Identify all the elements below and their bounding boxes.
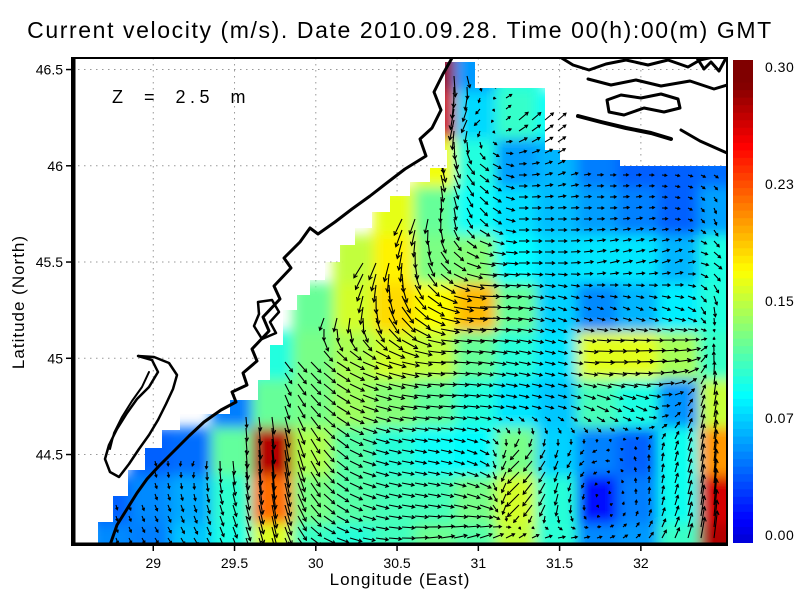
coastline [558, 58, 715, 72]
depth-annotation: Z = 2.5 m [112, 87, 250, 107]
coastline [586, 77, 727, 91]
heatmap-layer [98, 62, 727, 545]
x-tick-label: 30 [308, 555, 324, 571]
colorbar [733, 60, 753, 543]
y-tick-label: 46.5 [36, 62, 63, 78]
y-tick-label: 45.5 [36, 254, 63, 270]
coastline [695, 58, 727, 73]
coastline [109, 371, 150, 450]
x-tick-label: 30.5 [383, 555, 410, 571]
coastline [108, 58, 454, 545]
colorbar-tick-label: 0.00 [765, 527, 794, 543]
y-tick-label: 44.5 [36, 447, 63, 463]
colorbar-tick-labels: 0.30 0.23 0.15 0.07 0.00 [765, 59, 794, 543]
coastline [605, 92, 682, 117]
plot-title: Current velocity (m/s). Date 2010.09.28.… [27, 17, 773, 43]
colorbar-tick-label: 0.07 [765, 410, 794, 426]
y-axis-label: Latitude (North) [9, 235, 28, 369]
plot-border [71, 57, 728, 546]
colorbar-tick-label: 0.15 [765, 293, 794, 309]
coastline [679, 128, 727, 155]
coastline [103, 354, 179, 479]
x-axis: 29 29.5 30 30.5 31 31.5 32 [145, 545, 649, 571]
x-tick-label: 31.5 [546, 555, 573, 571]
y-axis: 46.5 46 45.5 45 44.5 [36, 62, 72, 463]
x-tick-label: 31 [471, 555, 487, 571]
coastline [576, 114, 673, 141]
colorbar-tick-label: 0.30 [765, 59, 794, 75]
coastline [252, 298, 281, 341]
coastline-layer [103, 58, 727, 545]
colorbar-tick-label: 0.23 [765, 176, 794, 192]
x-tick-label: 29 [145, 555, 161, 571]
y-tick-label: 46 [47, 158, 63, 174]
x-tick-label: 32 [633, 555, 649, 571]
x-tick-label: 29.5 [221, 555, 248, 571]
x-axis-label: Longitude (East) [330, 570, 471, 589]
y-tick-label: 45 [47, 350, 63, 366]
